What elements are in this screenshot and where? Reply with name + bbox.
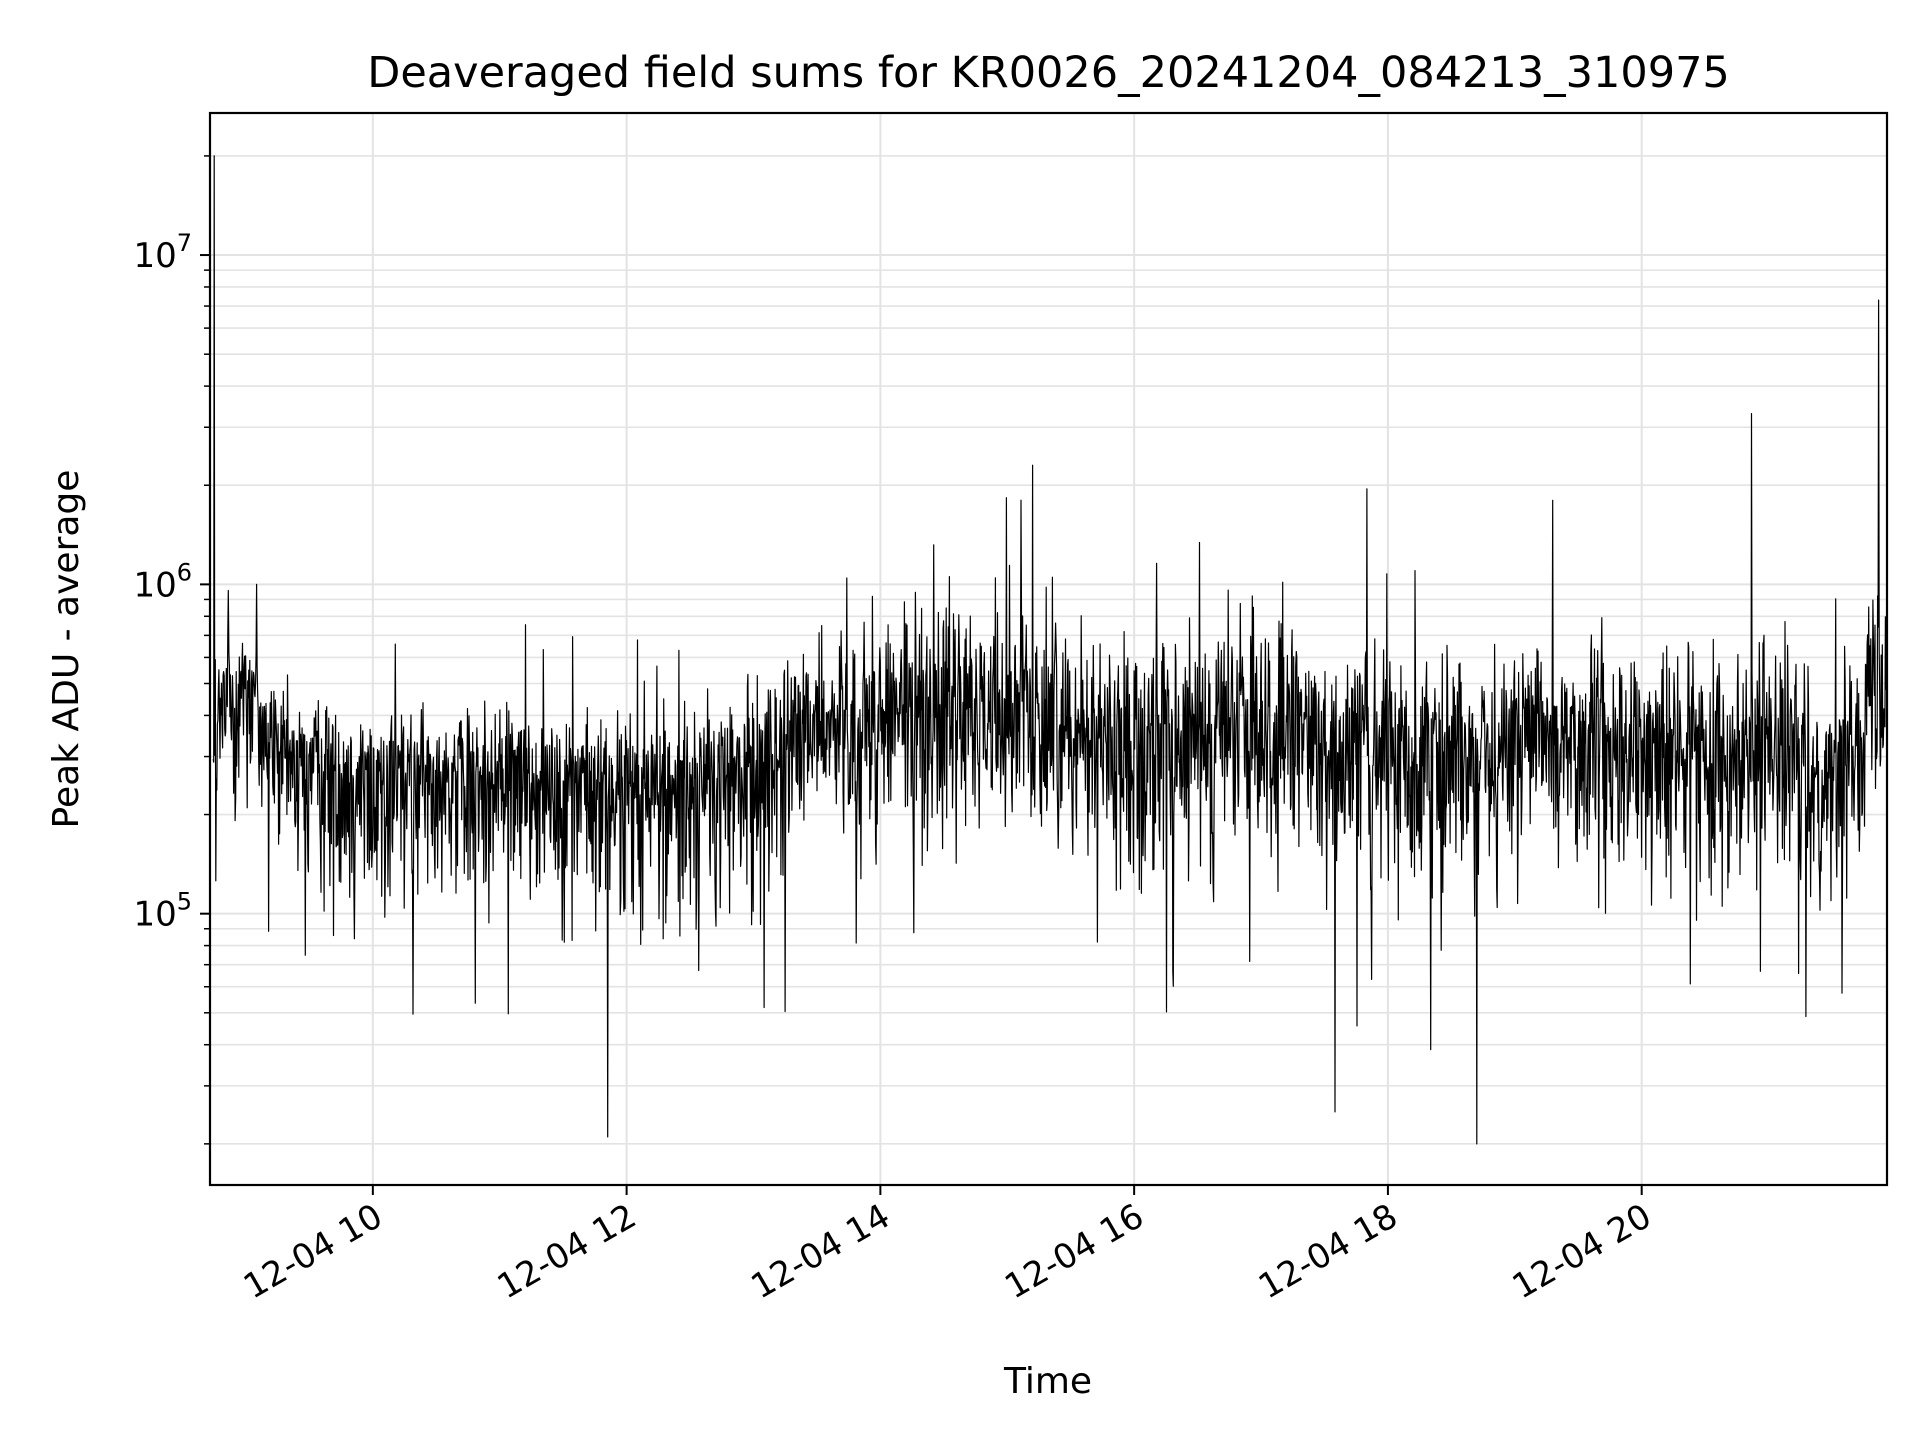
chart-title: Deaveraged field sums for KR0026_2024120… xyxy=(367,48,1730,98)
plot-frame xyxy=(208,111,1889,1187)
grid-minor-lines xyxy=(210,155,1887,1145)
series-line xyxy=(212,155,1888,1145)
x-axis-label: Time xyxy=(1003,1361,1092,1402)
y-tick-label: 107 xyxy=(133,229,192,276)
y-tick-label: 106 xyxy=(133,558,192,605)
x-tick-label: 12-04 14 xyxy=(744,1196,896,1307)
x-tick-label: 12-04 12 xyxy=(491,1196,643,1307)
x-axis-ticks: 12-04 10 12-04 12 12-04 14 12-04 16 12-04 18… xyxy=(237,1185,1658,1307)
y-axis-ticks: 105 106 107 xyxy=(133,155,210,1145)
grid-major-lines xyxy=(210,113,1887,1185)
x-tick-label: 12-04 10 xyxy=(237,1196,389,1307)
x-tick-label: 12-04 20 xyxy=(1506,1196,1658,1307)
y-tick-label: 105 xyxy=(133,888,192,935)
x-tick-label: 12-04 16 xyxy=(998,1196,1150,1307)
x-tick-label: 12-04 18 xyxy=(1252,1196,1404,1307)
y-axis-label: Peak ADU - average xyxy=(46,470,87,829)
